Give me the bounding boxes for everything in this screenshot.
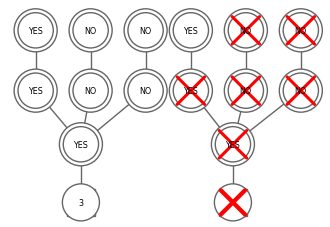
Bar (67, 189, 95, 216)
Text: NO: NO (84, 87, 97, 96)
Text: NO: NO (295, 87, 307, 96)
Text: YES: YES (74, 140, 88, 149)
Ellipse shape (224, 10, 267, 53)
Ellipse shape (18, 14, 53, 49)
Ellipse shape (69, 10, 112, 53)
Ellipse shape (62, 184, 99, 221)
Text: 3: 3 (79, 198, 83, 207)
Ellipse shape (128, 74, 163, 109)
Ellipse shape (215, 127, 250, 162)
Ellipse shape (69, 70, 112, 113)
Bar (219, 189, 247, 216)
Ellipse shape (59, 123, 102, 166)
Ellipse shape (124, 70, 167, 113)
Text: YES: YES (183, 87, 198, 96)
Ellipse shape (228, 14, 263, 49)
Ellipse shape (14, 70, 57, 113)
Text: YES: YES (183, 27, 198, 36)
Ellipse shape (173, 14, 209, 49)
Ellipse shape (73, 14, 108, 49)
Ellipse shape (228, 74, 263, 109)
Text: YES: YES (225, 140, 240, 149)
Ellipse shape (214, 184, 251, 221)
Ellipse shape (283, 14, 318, 49)
Ellipse shape (14, 10, 57, 53)
Ellipse shape (212, 123, 254, 166)
Text: NO: NO (240, 87, 252, 96)
Text: NO: NO (140, 87, 152, 96)
Ellipse shape (173, 74, 209, 109)
Ellipse shape (169, 70, 213, 113)
Ellipse shape (128, 14, 163, 49)
Text: NO: NO (295, 27, 307, 36)
Text: NO: NO (240, 27, 252, 36)
Ellipse shape (224, 70, 267, 113)
Text: YES: YES (28, 27, 43, 36)
Ellipse shape (279, 70, 322, 113)
Text: NO: NO (140, 27, 152, 36)
Ellipse shape (73, 74, 108, 109)
Ellipse shape (169, 10, 213, 53)
Ellipse shape (63, 127, 99, 162)
Text: NO: NO (84, 27, 97, 36)
Ellipse shape (18, 74, 53, 109)
Ellipse shape (283, 74, 318, 109)
Text: YES: YES (28, 87, 43, 96)
Ellipse shape (279, 10, 322, 53)
Ellipse shape (124, 10, 167, 53)
